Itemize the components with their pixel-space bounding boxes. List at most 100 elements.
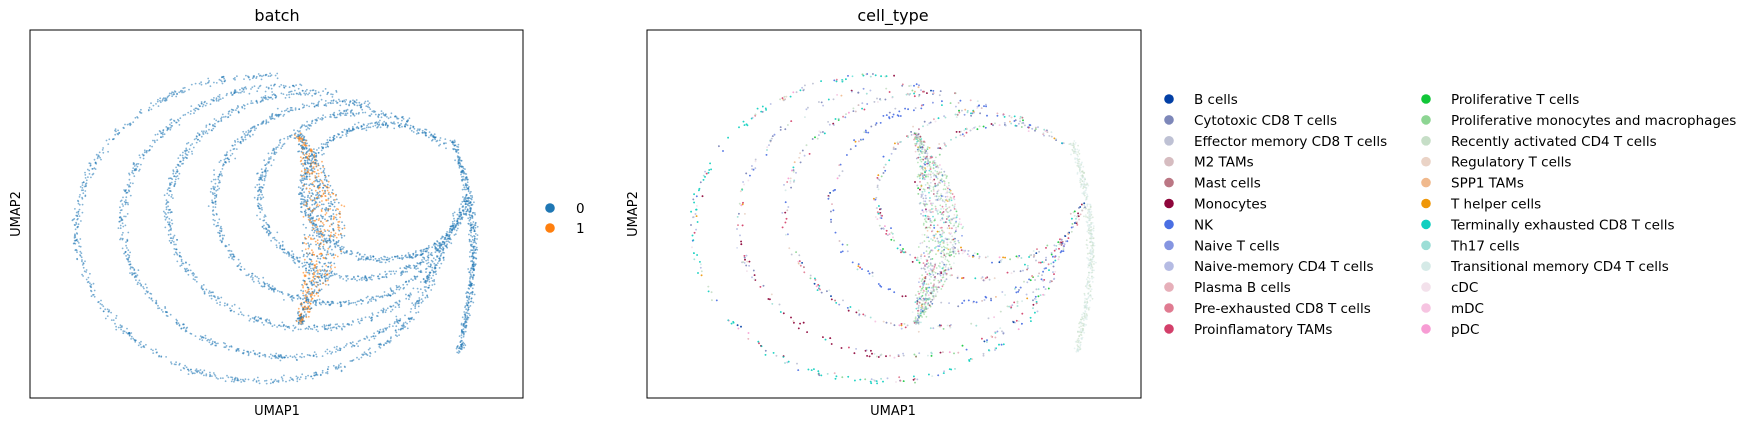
data-point <box>157 304 159 307</box>
data-point <box>243 380 246 383</box>
data-point <box>346 323 349 326</box>
data-point <box>376 315 378 317</box>
data-point <box>123 189 125 191</box>
data-point <box>418 299 421 301</box>
data-point <box>396 335 398 338</box>
data-point <box>424 131 427 134</box>
data-point <box>470 244 472 247</box>
legend-label: 1 <box>576 221 585 237</box>
data-point <box>330 300 333 303</box>
data-point <box>374 110 377 113</box>
data-point <box>260 100 262 103</box>
data-point <box>186 142 188 145</box>
data-point <box>168 94 171 97</box>
data-point <box>118 220 121 223</box>
data-point <box>331 326 334 329</box>
data-point <box>309 213 312 215</box>
data-point <box>348 130 351 133</box>
data-point <box>459 215 462 218</box>
data-point <box>317 117 320 119</box>
data-point <box>145 151 148 154</box>
data-point <box>368 316 371 318</box>
data-point <box>211 340 214 343</box>
data-point <box>311 249 313 252</box>
data-point <box>290 107 293 109</box>
data-point <box>340 234 343 237</box>
data-point <box>466 181 469 184</box>
data-point <box>390 336 392 339</box>
data-point <box>265 167 267 170</box>
data-point <box>319 248 322 250</box>
data-point <box>364 316 367 319</box>
data-point <box>175 361 178 364</box>
data-point <box>298 378 301 381</box>
data-point <box>453 223 456 225</box>
data-point <box>345 135 348 137</box>
data-point <box>444 236 447 239</box>
data-point <box>325 253 328 256</box>
data-point <box>244 134 247 137</box>
data-point <box>198 371 201 374</box>
data-point <box>319 228 322 230</box>
data-point <box>380 116 383 119</box>
data-point <box>209 103 212 106</box>
data-point <box>266 230 269 233</box>
data-point <box>475 257 478 260</box>
data-point <box>172 93 175 96</box>
data-point <box>401 273 403 275</box>
data-point <box>268 285 270 288</box>
data-point <box>303 355 306 358</box>
data-point <box>343 128 346 131</box>
data-point <box>458 217 460 220</box>
data-point <box>311 172 313 175</box>
data-point <box>295 84 297 86</box>
data-point <box>406 270 408 273</box>
data-point <box>316 325 319 328</box>
data-point <box>310 160 313 162</box>
data-point <box>312 251 314 254</box>
data-point <box>226 157 229 160</box>
data-point <box>367 348 370 351</box>
data-point <box>303 144 306 147</box>
data-point <box>181 91 184 94</box>
data-point <box>406 327 409 330</box>
data-point <box>219 235 221 238</box>
data-point <box>305 204 308 207</box>
data-point <box>81 182 84 184</box>
data-point <box>469 281 471 284</box>
data-point <box>195 141 198 144</box>
data-point <box>169 119 172 121</box>
data-point <box>263 184 265 186</box>
data-point <box>284 85 287 88</box>
data-point <box>219 181 221 184</box>
data-point <box>471 252 474 254</box>
data-point <box>313 197 316 199</box>
data-point <box>462 175 465 178</box>
data-point <box>317 187 320 190</box>
data-point <box>281 248 283 251</box>
data-point <box>301 373 304 376</box>
data-point <box>265 320 268 323</box>
data-point <box>334 194 337 197</box>
data-point <box>335 348 338 350</box>
data-point <box>326 183 329 186</box>
data-point <box>466 304 469 307</box>
data-point <box>309 89 312 92</box>
data-point <box>394 292 397 295</box>
data-point <box>323 249 326 252</box>
data-point <box>214 178 217 181</box>
data-point <box>415 133 418 135</box>
data-point <box>140 284 143 287</box>
data-point <box>412 131 415 133</box>
data-point <box>395 284 398 287</box>
data-point <box>313 277 316 280</box>
data-point <box>326 279 329 282</box>
data-point <box>239 311 242 313</box>
data-point <box>307 247 310 250</box>
data-point <box>440 252 443 255</box>
data-point <box>299 140 302 143</box>
data-point <box>123 330 126 333</box>
data-point <box>466 315 469 317</box>
data-point <box>427 245 430 247</box>
data-point <box>464 182 467 185</box>
